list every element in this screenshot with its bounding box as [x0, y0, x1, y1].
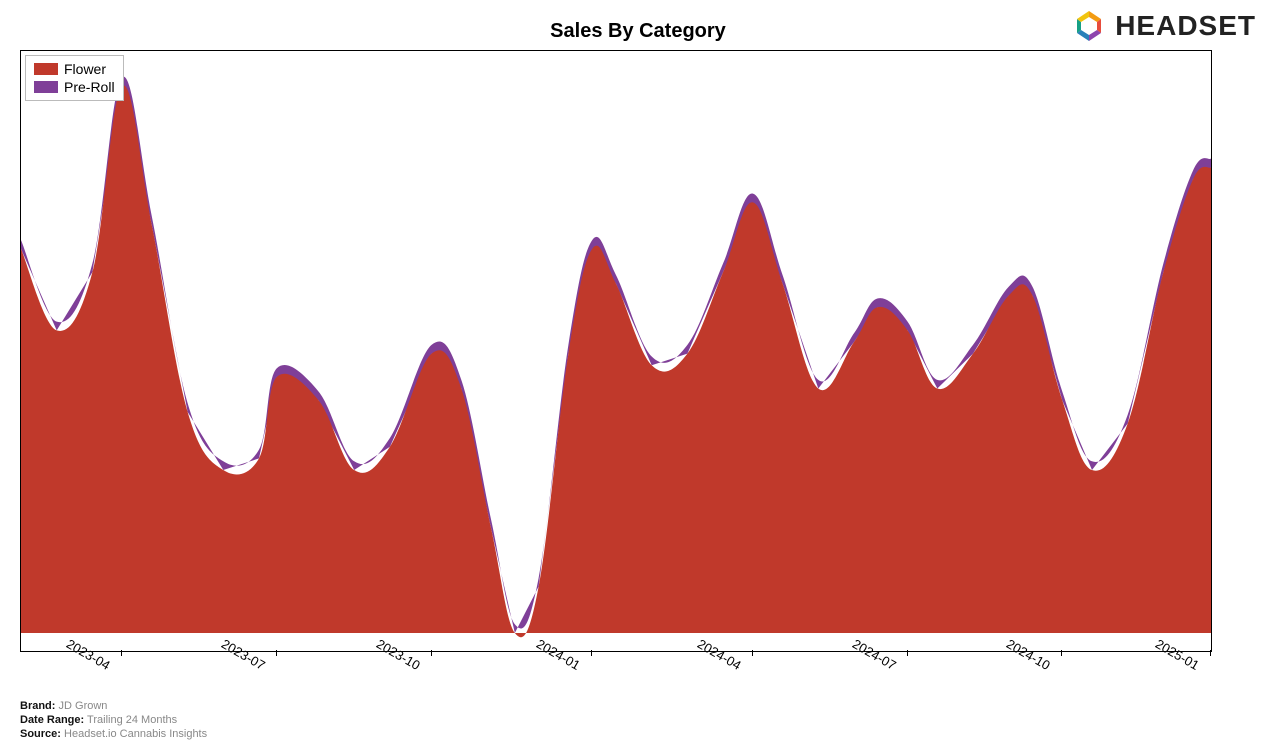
x-tick-mark [276, 650, 277, 656]
meta-source-label: Source: [20, 728, 61, 740]
logo-seg-6 [1077, 11, 1089, 22]
logo-seg-1 [1089, 11, 1101, 22]
legend-item-flower: Flower [34, 60, 115, 78]
x-tick-mark [431, 650, 432, 656]
logo-seg-4 [1077, 30, 1089, 41]
series-flower [21, 85, 1211, 637]
legend-label: Pre-Roll [64, 78, 115, 96]
legend-item-preroll: Pre-Roll [34, 78, 115, 96]
x-tick-mark [121, 650, 122, 656]
meta-brand-label: Brand: [20, 700, 55, 712]
headset-logo: HEADSET [1071, 8, 1256, 44]
x-tick-mark [1210, 650, 1211, 656]
x-tick-mark [752, 650, 753, 656]
legend: Flower Pre-Roll [25, 55, 124, 101]
x-tick-mark [907, 650, 908, 656]
legend-label: Flower [64, 60, 106, 78]
area-chart-svg [21, 51, 1211, 651]
legend-swatch-flower [34, 63, 58, 75]
headset-logo-icon [1071, 8, 1107, 44]
logo-seg-3 [1089, 30, 1101, 41]
legend-swatch-preroll [34, 81, 58, 93]
x-tick-mark [1061, 650, 1062, 656]
meta-date-range: Date Range: Trailing 24 Months [20, 714, 177, 726]
meta-brand-value: JD Grown [59, 700, 108, 712]
chart-plot-area: Flower Pre-Roll [20, 50, 1212, 652]
logo-text: HEADSET [1115, 10, 1256, 42]
meta-daterange-value: Trailing 24 Months [87, 714, 177, 726]
page: Sales By Category HEADSET Flower Pre-Rol… [0, 0, 1276, 746]
x-tick-mark [591, 650, 592, 656]
meta-source-value: Headset.io Cannabis Insights [64, 728, 207, 740]
meta-brand: Brand: JD Grown [20, 700, 107, 712]
meta-daterange-label: Date Range: [20, 714, 84, 726]
meta-source: Source: Headset.io Cannabis Insights [20, 728, 207, 740]
